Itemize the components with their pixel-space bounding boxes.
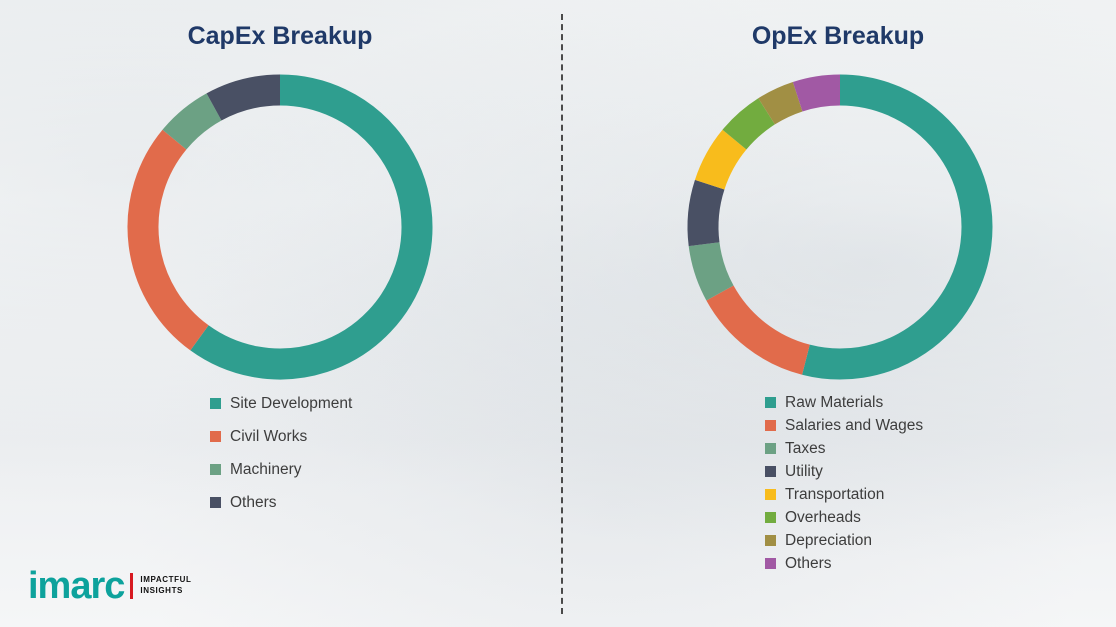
- legend-swatch-salaries-and-wages: [765, 420, 776, 431]
- legend-item-utility: Utility: [765, 460, 923, 483]
- legend-label-overheads: Overheads: [785, 508, 861, 526]
- legend-swatch-overheads: [765, 512, 776, 523]
- capex-panel: CapEx Breakup Site Development Civil Work…: [115, 22, 445, 519]
- legend-swatch-civil-works: [210, 431, 221, 442]
- donut-segment-site-development: [190, 74, 433, 380]
- legend-label-others: Others: [785, 554, 832, 572]
- donut-segment-depreciation: [758, 81, 803, 125]
- logo-tagline-line1: IMPACTFUL: [140, 575, 192, 585]
- donut-segment-others: [792, 74, 841, 112]
- legend-item-depreciation: Depreciation: [765, 529, 923, 552]
- donut-segment-others: [206, 74, 281, 121]
- legend-label-machinery: Machinery: [230, 460, 302, 478]
- legend-swatch-depreciation: [765, 535, 776, 546]
- donut-segment-overheads: [722, 98, 776, 150]
- imarc-logo-tagline: IMPACTFUL INSIGHTS: [140, 575, 191, 597]
- logo-tagline-line2: INSIGHTS: [140, 586, 183, 595]
- opex-donut-chart: [675, 62, 1005, 392]
- legend-swatch-utility: [765, 466, 776, 477]
- capex-donut-chart: [115, 62, 445, 392]
- legend-item-transportation: Transportation: [765, 483, 923, 506]
- legend-swatch-others: [210, 497, 221, 508]
- capex-legend: Site Development Civil Works Machinery Othe…: [210, 387, 352, 519]
- legend-label-raw-materials: Raw Materials: [785, 393, 884, 411]
- legend-label-salaries-and-wages: Salaries and Wages: [785, 416, 924, 434]
- legend-item-others: Others: [765, 552, 923, 575]
- legend-label-taxes: Taxes: [785, 439, 826, 457]
- legend-label-civil-works: Civil Works: [230, 427, 308, 445]
- legend-swatch-others: [765, 558, 776, 569]
- legend-item-site-development: Site Development: [210, 387, 352, 420]
- legend-item-others: Others: [210, 486, 352, 519]
- vertical-divider: [561, 14, 563, 614]
- legend-swatch-transportation: [765, 489, 776, 500]
- legend-swatch-site-development: [210, 398, 221, 409]
- legend-item-civil-works: Civil Works: [210, 420, 352, 453]
- legend-item-machinery: Machinery: [210, 453, 352, 486]
- legend-label-utility: Utility: [785, 462, 823, 480]
- legend-item-overheads: Overheads: [765, 506, 923, 529]
- legend-swatch-taxes: [765, 443, 776, 454]
- imarc-logo: imarc IMPACTFUL INSIGHTS: [28, 560, 191, 612]
- legend-swatch-raw-materials: [765, 397, 776, 408]
- legend-label-site-development: Site Development: [230, 394, 353, 412]
- legend-label-depreciation: Depreciation: [785, 531, 873, 549]
- legend-swatch-machinery: [210, 464, 221, 475]
- donut-segment-taxes: [688, 241, 734, 301]
- donut-segment-utility: [687, 179, 725, 247]
- donut-segment-civil-works: [127, 129, 209, 351]
- imarc-logo-text: imarc: [28, 565, 125, 607]
- donut-segment-transportation: [694, 129, 747, 190]
- legend-item-raw-materials: Raw Materials: [765, 391, 923, 414]
- legend-label-others: Others: [230, 493, 277, 511]
- opex-panel: OpEx Breakup Raw Materials Salaries and W…: [560, 0, 1116, 627]
- legend-label-transportation: Transportation: [785, 485, 885, 503]
- donut-segment-machinery: [162, 93, 222, 150]
- legend-item-salaries-and-wages: Salaries and Wages: [765, 414, 923, 437]
- logo-divider-bar: [130, 573, 134, 599]
- legend-item-taxes: Taxes: [765, 437, 923, 460]
- opex-legend: Raw Materials Salaries and Wages Taxes Util…: [765, 391, 923, 575]
- opex-title: OpEx Breakup: [751, 22, 925, 50]
- capex-title: CapEx Breakup: [187, 22, 373, 50]
- donut-segment-raw-materials: [802, 74, 993, 380]
- donut-segment-salaries-and-wages: [706, 285, 811, 375]
